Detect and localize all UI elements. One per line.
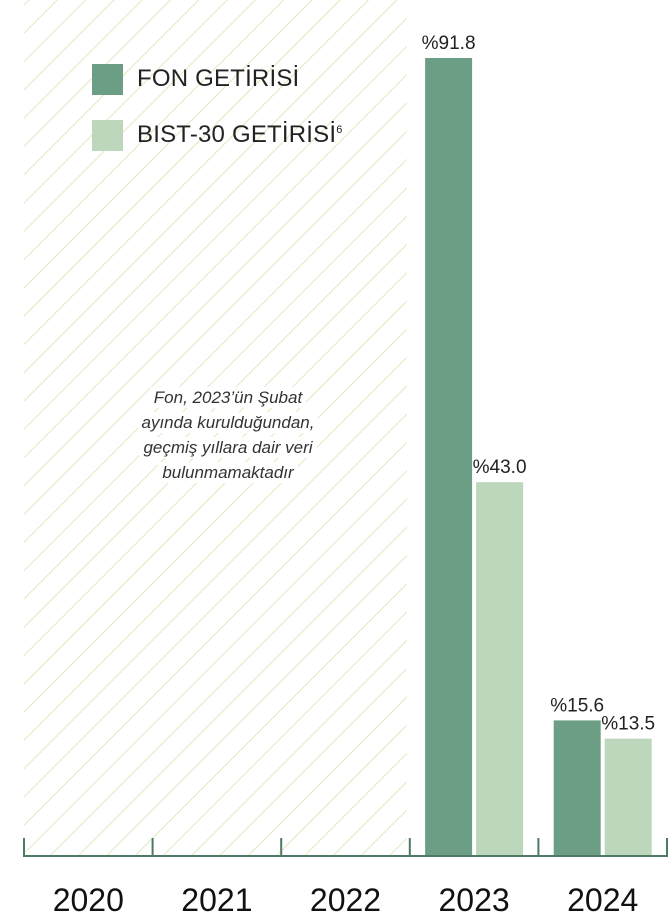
bar-fund-2023 [425,58,473,856]
legend-item-fund: FON GETİRİSİ [92,60,343,98]
legend-swatch-fund [92,63,123,95]
legend-label-bist30: BIST-30 GETİRİSİ6 [137,121,343,148]
bar-value-label: %43.0 [473,457,527,478]
x-tick-label-2023: 2023 [439,882,510,918]
legend-swatch-bist30 [92,119,123,151]
note-line: bulunmamaktadır [158,462,298,483]
bar-value-label: %13.5 [601,714,655,735]
legend-label-fund: FON GETİRİSİ [137,65,300,92]
no-data-note: Fon, 2023’ün Şubat ayında kurulduğundan,… [108,385,348,485]
note-line: Fon, 2023’ün Şubat [149,387,307,408]
x-tick-label-2020: 2020 [53,882,124,918]
bar-bist30-2023 [476,482,524,856]
x-tick-label-2021: 2021 [181,882,252,918]
bar-bist30-2024 [604,738,652,856]
x-tick-label-2022: 2022 [310,882,381,918]
bar-fund-2024 [553,720,601,856]
bar-value-label: %91.8 [422,33,476,54]
note-line: geçmiş yıllara dair veri [139,437,317,458]
legend: FON GETİRİSİ BIST-30 GETİRİSİ6 [92,60,343,172]
legend-item-bist30: BIST-30 GETİRİSİ6 [92,116,343,154]
x-tick-label-2024: 2024 [567,882,638,918]
bar-value-label: %15.6 [550,695,604,716]
note-line: ayında kurulduğundan, [137,412,319,433]
